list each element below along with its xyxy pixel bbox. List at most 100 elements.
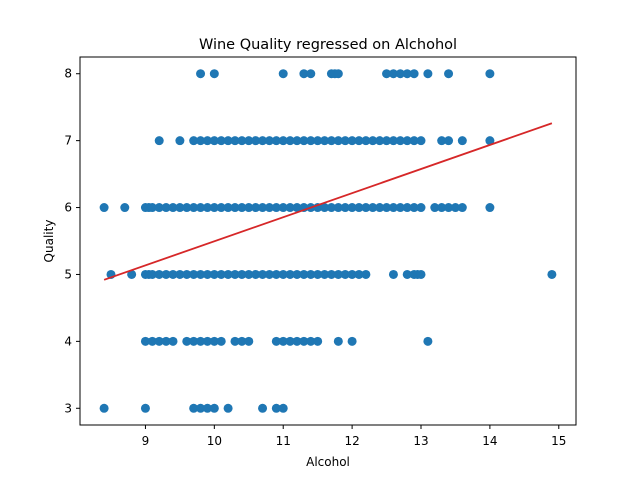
scatter-point [147, 336, 157, 346]
scatter-point [306, 69, 316, 79]
scatter-point [230, 336, 240, 346]
y-tick-label: 8 [64, 67, 72, 81]
scatter-point [258, 269, 268, 279]
scatter-point [140, 336, 150, 346]
scatter-point [278, 136, 288, 146]
scatter-point [347, 269, 357, 279]
scatter-point [388, 203, 398, 213]
scatter-point [313, 136, 323, 146]
scatter-point [99, 203, 109, 213]
y-tick-label: 4 [64, 334, 72, 348]
scatter-point [209, 69, 219, 79]
scatter-point [251, 203, 261, 213]
plot-area-frame [79, 56, 577, 426]
scatter-point [354, 136, 364, 146]
scatter-point [388, 269, 398, 279]
scatter-point [258, 136, 268, 146]
scatter-point [278, 203, 288, 213]
scatter-point [333, 336, 343, 346]
scatter-point [216, 136, 226, 146]
y-axis-ticks: 3 4 5 6 7 8 [64, 67, 80, 415]
scatter-point [182, 203, 192, 213]
scatter-point [271, 403, 281, 413]
scatter-point [423, 336, 433, 346]
scatter-point [168, 203, 178, 213]
scatter-point [223, 269, 233, 279]
scatter-point [313, 269, 323, 279]
scatter-point [202, 203, 212, 213]
scatter-point [244, 269, 254, 279]
scatter-point [216, 269, 226, 279]
scatter-point [347, 203, 357, 213]
scatter-point [450, 203, 460, 213]
scatter-point [244, 136, 254, 146]
x-tick-label: 10 [207, 434, 222, 448]
scatter-point [430, 203, 440, 213]
y-tick-label: 3 [64, 401, 72, 415]
scatter-point [409, 203, 419, 213]
scatter-point [292, 336, 302, 346]
scatter-point [361, 269, 371, 279]
scatter-point [354, 203, 364, 213]
scatter-point [361, 136, 371, 146]
y-tick-label: 7 [64, 134, 72, 148]
scatter-point [278, 336, 288, 346]
scatter-point [189, 403, 199, 413]
scatter-point [216, 336, 226, 346]
scatter-point [175, 136, 185, 146]
scatter-point [209, 269, 219, 279]
scatter-point [154, 203, 164, 213]
scatter-point [388, 136, 398, 146]
scatter-point [299, 269, 309, 279]
scatter-point [251, 136, 261, 146]
scatter-point [237, 269, 247, 279]
scatter-point [154, 336, 164, 346]
scatter-point [306, 136, 316, 146]
scatter-point [278, 403, 288, 413]
scatter-point [547, 269, 557, 279]
scatter-point [368, 203, 378, 213]
scatter-point [209, 336, 219, 346]
scatter-point [347, 336, 357, 346]
scatter-point [140, 403, 150, 413]
scatter-point [244, 336, 254, 346]
y-axis-title: Quality [42, 220, 56, 263]
scatter-point [340, 136, 350, 146]
scatter-point [368, 136, 378, 146]
scatter-point [264, 269, 274, 279]
scatter-point [313, 336, 323, 346]
scatter-point [161, 336, 171, 346]
scatter-point [168, 336, 178, 346]
scatter-point [457, 136, 467, 146]
scatter-point [196, 136, 206, 146]
x-tick-label: 12 [344, 434, 359, 448]
scatter-point [147, 269, 157, 279]
scatter-point [285, 269, 295, 279]
scatter-point [271, 203, 281, 213]
scatter-point [409, 69, 419, 79]
scatter-point [382, 69, 392, 79]
regression-line-group [103, 122, 553, 281]
scatter-point [264, 136, 274, 146]
scatter-point [196, 269, 206, 279]
scatter-point [271, 336, 281, 346]
scatter-point [416, 136, 426, 146]
scatter-point [147, 203, 157, 213]
x-tick-label: 14 [482, 434, 497, 448]
scatter-point [423, 69, 433, 79]
scatter-point [285, 336, 295, 346]
scatter-point [292, 269, 302, 279]
scatter-point [175, 269, 185, 279]
scatter-point [402, 269, 412, 279]
scatter-point [202, 336, 212, 346]
scatter-point [278, 269, 288, 279]
scatter-point [388, 69, 398, 79]
scatter-point [237, 136, 247, 146]
scatter-point [189, 336, 199, 346]
scatter-point [168, 269, 178, 279]
scatter-point [223, 136, 233, 146]
scatter-point [99, 403, 109, 413]
scatter-point [196, 403, 206, 413]
